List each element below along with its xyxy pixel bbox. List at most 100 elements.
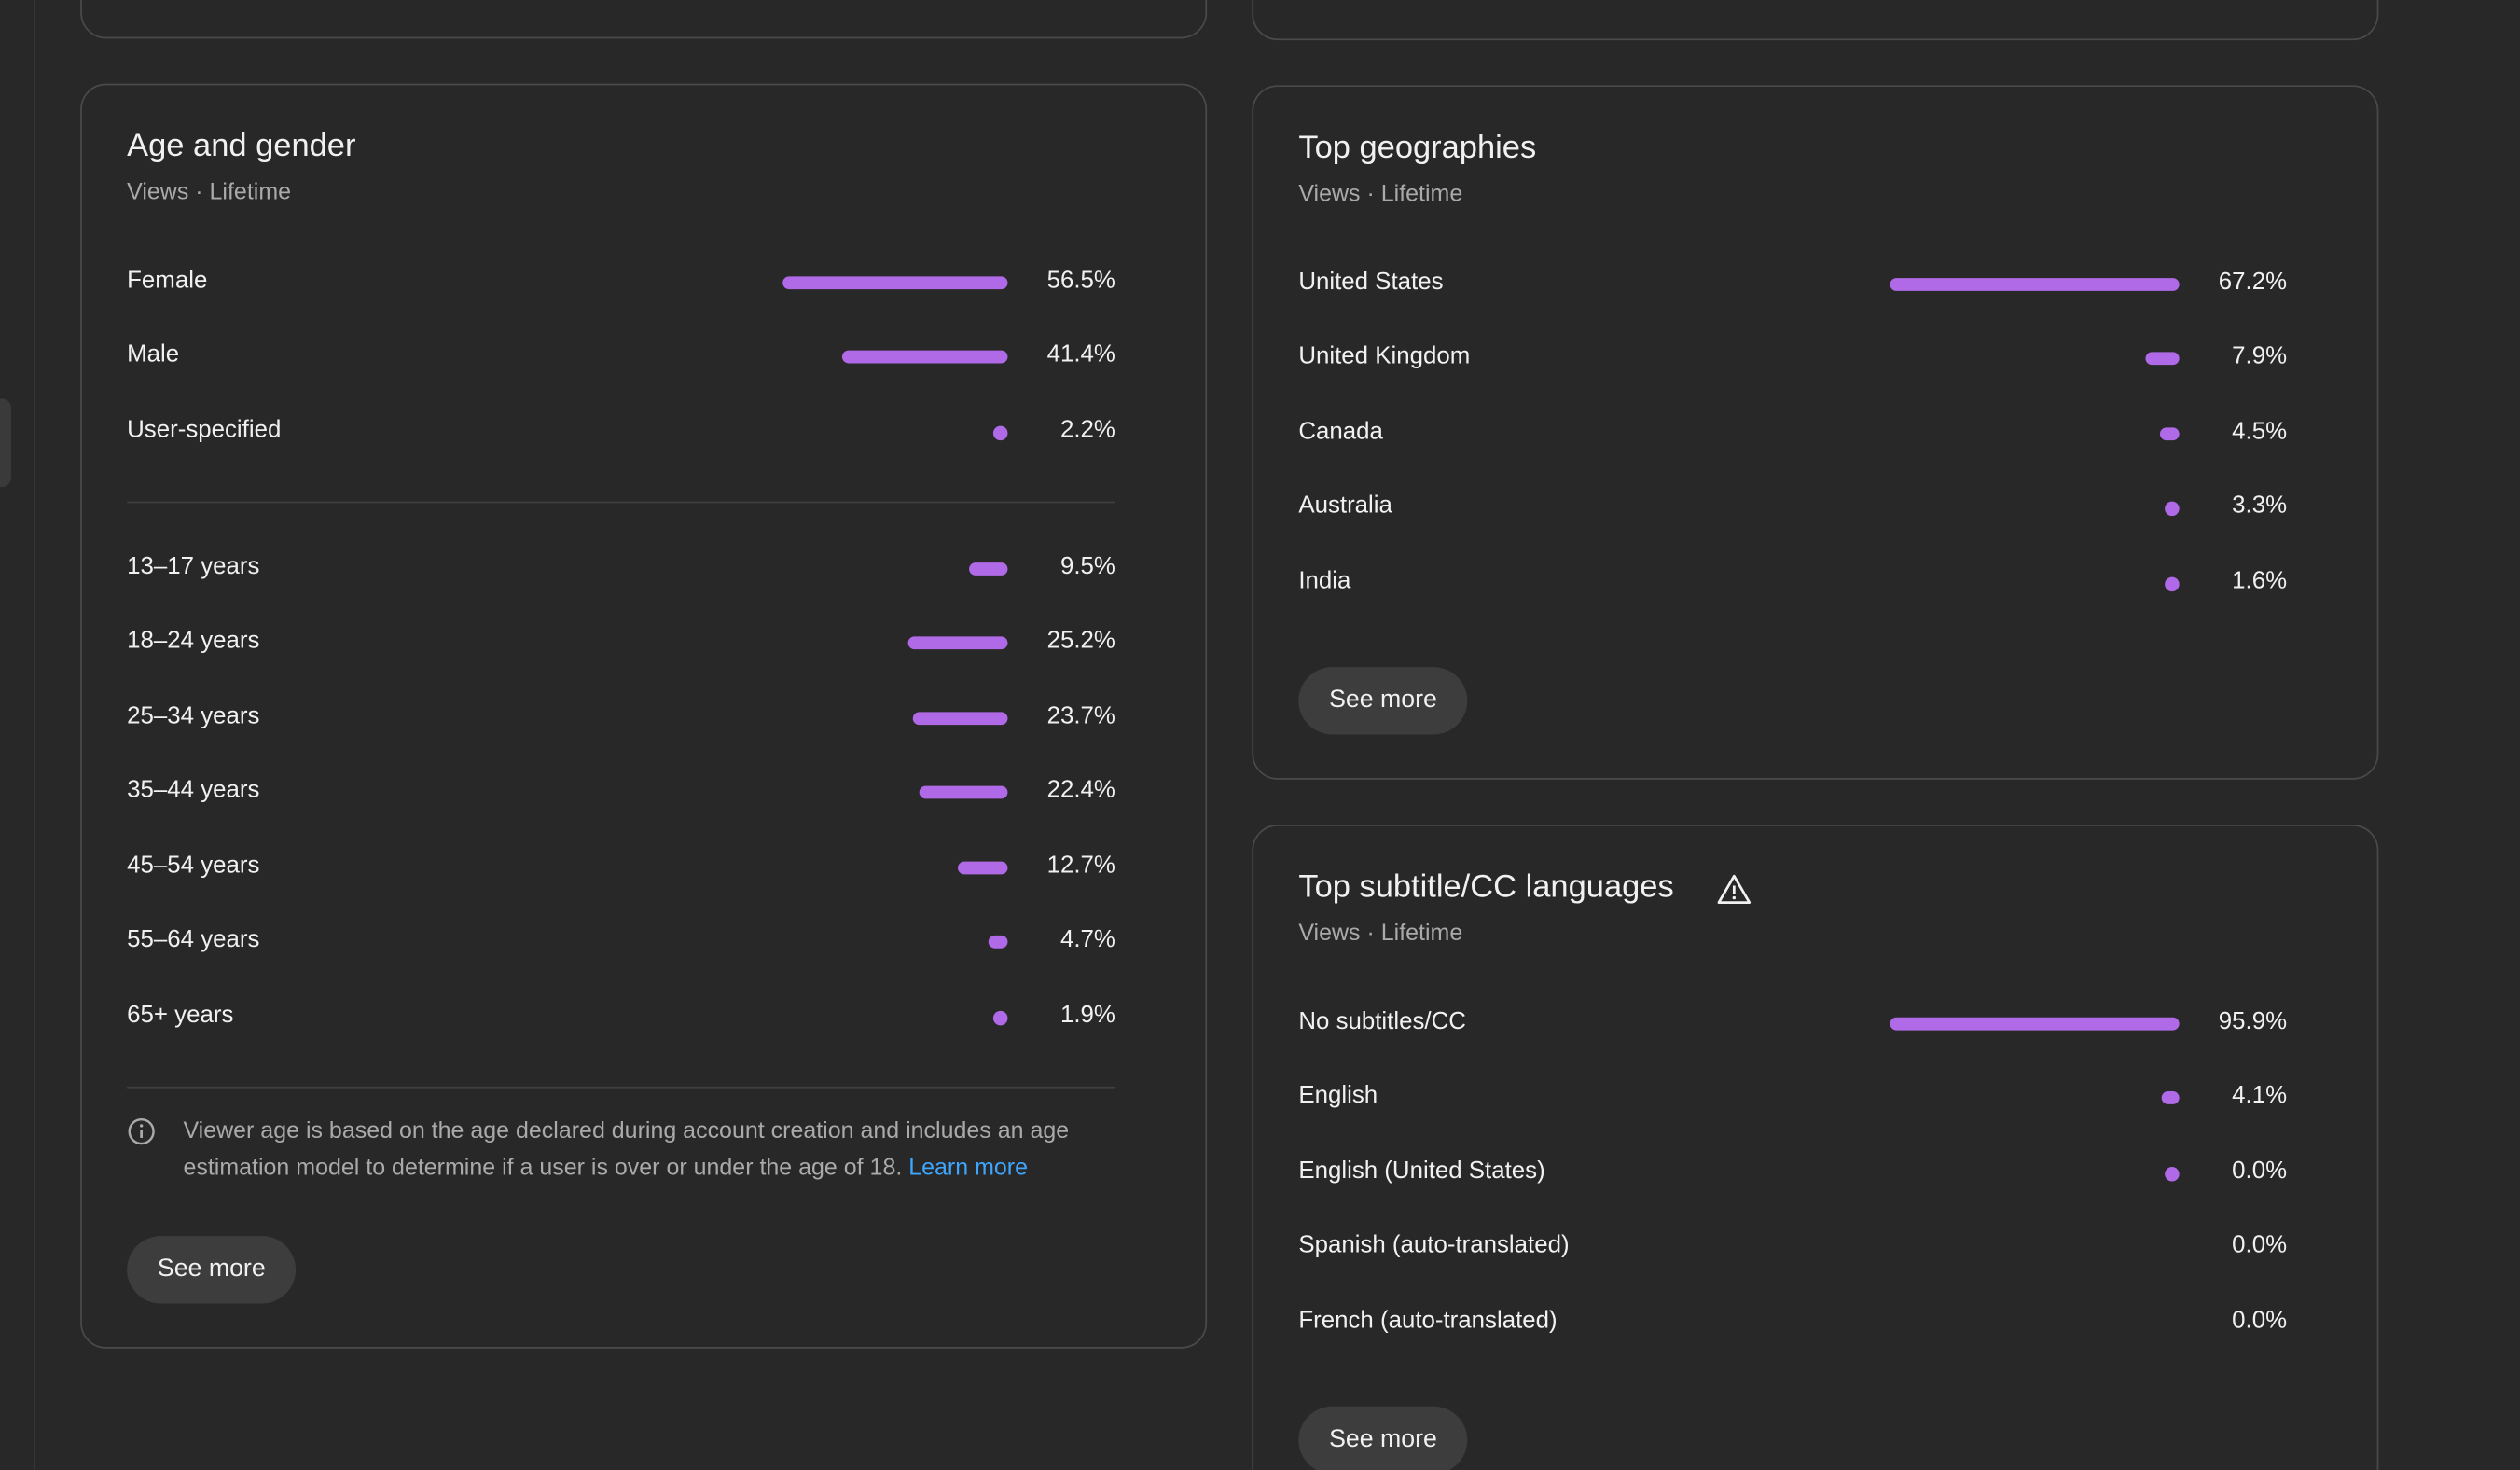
row-bar — [992, 424, 1008, 440]
see-more-button[interactable]: See more — [1298, 1406, 1468, 1470]
row-bar — [2165, 576, 2180, 591]
row-label: 55–64 years — [127, 925, 260, 953]
lang-row-spanish: Spanish (auto-translated) 0.0% — [1298, 1228, 2287, 1267]
card-subtitle: Views · Lifetime — [127, 179, 292, 206]
geo-row-united-states: United States 67.2% — [1298, 265, 2287, 303]
row-bar — [2165, 500, 2180, 516]
lang-row-french: French (auto-translated) 0.0% — [1298, 1304, 2287, 1342]
learn-more-link[interactable]: Learn more — [908, 1155, 1029, 1182]
row-bar — [989, 935, 1008, 949]
row-label: No subtitles/CC — [1298, 1007, 1466, 1035]
geo-row-canada: Canada 4.5% — [1298, 415, 2287, 453]
row-value: 95.9% — [2218, 1007, 2288, 1035]
row-label: India — [1298, 567, 1351, 595]
row-bar — [918, 785, 1008, 799]
row-label: 35–44 years — [127, 776, 260, 804]
row-label: French (auto-translated) — [1298, 1306, 1558, 1335]
row-value: 3.3% — [2232, 492, 2288, 520]
row-value: 22.4% — [1046, 776, 1115, 804]
row-label: User-specified — [127, 416, 282, 444]
previous-card-left — [80, 0, 1208, 39]
gender-row-female: Female 56.5% — [127, 264, 1115, 302]
row-bar — [913, 712, 1008, 726]
lang-row-no-subtitles: No subtitles/CC 95.9% — [1298, 1005, 2287, 1043]
card-subtitle: Views · Lifetime — [1298, 181, 1463, 208]
row-bar — [2159, 427, 2180, 441]
age-disclaimer: Viewer age is based on the age declared … — [183, 1114, 1147, 1187]
sidebar-collapse-handle[interactable] — [0, 398, 12, 488]
row-bar — [842, 350, 1008, 364]
sidebar-divider — [34, 0, 35, 1470]
lang-row-english-us: English (United States) 0.0% — [1298, 1154, 2287, 1192]
row-label: 18–24 years — [127, 627, 260, 655]
row-value: 1.6% — [2232, 567, 2288, 595]
row-label: Spanish (auto-translated) — [1298, 1230, 1570, 1259]
see-more-button[interactable]: See more — [1298, 667, 1468, 735]
age-row-18-24: 18–24 years 25.2% — [127, 624, 1115, 662]
row-value: 0.0% — [2232, 1306, 2288, 1335]
row-label: 25–34 years — [127, 702, 260, 730]
row-bar — [1890, 278, 2180, 291]
row-bar — [992, 1010, 1008, 1025]
row-label: Female — [127, 267, 208, 295]
row-value: 4.5% — [2232, 418, 2288, 446]
lang-row-english: English 4.1% — [1298, 1078, 2287, 1116]
row-value: 0.0% — [2232, 1230, 2288, 1259]
top-subtitle-languages-card: Top subtitle/CC languages Views · Lifeti… — [1252, 825, 2379, 1470]
warning-icon[interactable] — [1716, 873, 1752, 905]
row-value: 41.4% — [1046, 340, 1115, 368]
row-label: 65+ years — [127, 1001, 234, 1029]
age-row-25-34: 25–34 years 23.7% — [127, 700, 1115, 738]
row-value: 7.9% — [2232, 342, 2288, 370]
row-label: Australia — [1298, 492, 1392, 520]
section-divider — [127, 501, 1115, 504]
age-disclaimer-text: Viewer age is based on the age declared … — [183, 1118, 1070, 1182]
age-row-35-44: 35–44 years 22.4% — [127, 773, 1115, 811]
geo-row-australia: Australia 3.3% — [1298, 489, 2287, 527]
row-bar — [1890, 1017, 2180, 1031]
row-value: 0.0% — [2232, 1157, 2288, 1185]
geo-row-india: India 1.6% — [1298, 564, 2287, 603]
age-row-13-17: 13–17 years 9.5% — [127, 549, 1115, 588]
row-value: 12.7% — [1046, 852, 1115, 880]
card-title: Top geographies — [1298, 130, 1537, 166]
info-icon — [128, 1118, 155, 1145]
row-bar — [2161, 1091, 2180, 1104]
gender-row-male: Male 41.4% — [127, 338, 1115, 376]
row-label: 45–54 years — [127, 852, 260, 880]
section-divider — [127, 1086, 1115, 1089]
age-gender-card: Age and gender Views · Lifetime Female 5… — [80, 83, 1208, 1349]
row-label: English — [1298, 1081, 1378, 1110]
row-label: United States — [1298, 268, 1444, 297]
row-value: 25.2% — [1046, 627, 1115, 655]
row-label: English (United States) — [1298, 1157, 1545, 1185]
row-bar — [2145, 352, 2180, 366]
row-bar — [969, 562, 1008, 576]
geo-row-united-kingdom: United Kingdom 7.9% — [1298, 340, 2287, 378]
previous-card-right — [1252, 0, 2379, 41]
row-label: Male — [127, 340, 180, 368]
age-row-55-64: 55–64 years 4.7% — [127, 922, 1115, 961]
see-more-button[interactable]: See more — [127, 1236, 297, 1304]
top-geographies-card: Top geographies Views · Lifetime United … — [1252, 85, 2379, 780]
row-value: 67.2% — [2218, 268, 2288, 297]
row-value: 4.1% — [2232, 1081, 2288, 1110]
age-row-65-plus: 65+ years 1.9% — [127, 998, 1115, 1036]
card-title: Top subtitle/CC languages — [1298, 869, 1674, 906]
row-value: 2.2% — [1059, 416, 1115, 444]
age-row-45-54: 45–54 years 12.7% — [127, 849, 1115, 887]
row-label: 13–17 years — [127, 552, 260, 581]
row-value: 1.9% — [1059, 1001, 1115, 1029]
row-label: Canada — [1298, 418, 1383, 446]
row-value: 9.5% — [1059, 552, 1115, 581]
row-bar — [2165, 1166, 2180, 1181]
card-subtitle: Views · Lifetime — [1298, 921, 1463, 947]
row-label: United Kingdom — [1298, 342, 1471, 370]
card-title: Age and gender — [127, 128, 356, 164]
row-value: 23.7% — [1046, 702, 1115, 730]
row-value: 56.5% — [1046, 267, 1115, 295]
gender-row-user-specified: User-specified 2.2% — [127, 413, 1115, 451]
row-value: 4.7% — [1059, 925, 1115, 953]
row-bar — [957, 861, 1008, 875]
